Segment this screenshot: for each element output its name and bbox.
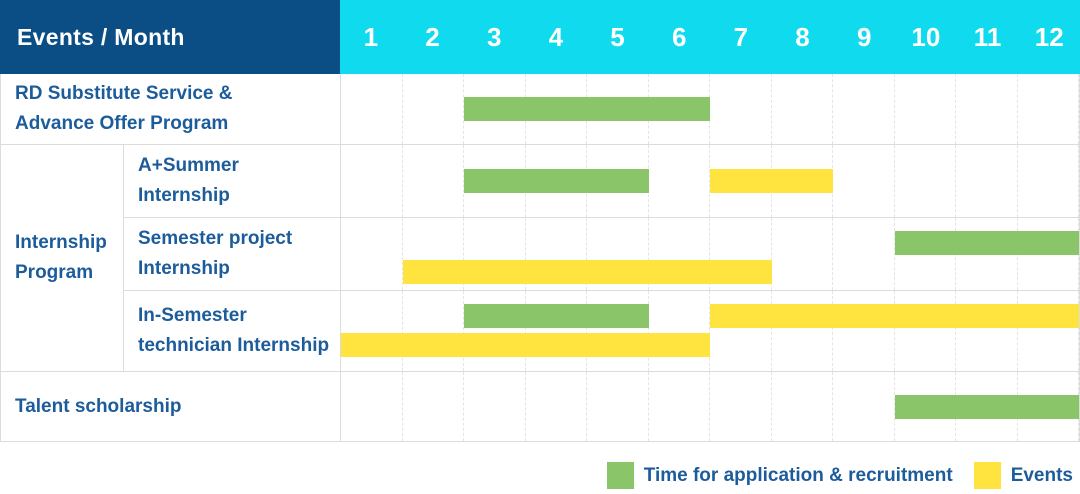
month-grid-column [403,372,464,441]
chart-lane-semester-project [341,218,1079,290]
month-grid-column [341,218,403,290]
month-grid-column [341,145,403,217]
month-header-7: 7 [733,21,749,52]
month-grid-column [956,291,1018,371]
month-grid-column [526,372,587,441]
month-grid-column [772,372,833,441]
table-row-in-semester-technician: In-Semester technician Internship [124,290,1079,371]
month-grid-column [464,291,526,371]
month-grid-column [895,74,956,144]
month-grid-column [587,218,649,290]
event-bar [710,304,1079,328]
month-grid-column [341,291,403,371]
table-row-semester-project: Semester project Internship [124,217,1079,290]
month-header-3: 3 [486,21,502,52]
application-bar [894,394,1079,419]
month-grid-column [587,291,649,371]
month-header-1: 1 [363,21,379,52]
month-grid-column [772,74,833,144]
month-grid-column [341,74,403,144]
month-grid-column [956,145,1018,217]
month-grid-column [649,145,710,217]
month-grid-column [403,218,464,290]
month-grid-column [833,145,895,217]
table-row-a-summer: A+Summer Internship [124,145,1079,217]
month-grid-column [464,218,526,290]
table-row-talent-scholarship: Talent scholarship [1,371,1079,441]
month-grid-column [710,74,772,144]
month-grid-column [895,145,956,217]
application-bar [464,304,649,328]
application-bar [464,97,710,121]
row-label-semester-project: Semester project Internship [124,218,341,290]
month-grid-column [710,291,772,371]
events-month-header-cell: Events / Month [0,0,340,74]
chart-lane-a-summer [341,145,1079,217]
month-grid-column [772,218,833,290]
application-bar [464,169,649,193]
month-grid-column [1018,291,1079,371]
month-grid-column [1018,145,1079,217]
month-grid-column [649,372,710,441]
month-grid-column [833,218,895,290]
month-grid-column [710,218,772,290]
month-header-6: 6 [671,21,687,52]
month-grid-column [403,74,464,144]
month-header-4: 4 [548,21,564,52]
row-label-a-summer: A+Summer Internship [124,145,341,217]
internship-program-subrows: A+Summer Internship Semester project Int… [124,145,1079,371]
legend-label-application: Time for application & recruitment [643,464,953,486]
month-header-strip: 1 2 3 4 5 6 7 8 9 10 11 12 [340,0,1080,74]
month-header-10: 10 [911,21,941,52]
month-grid-column [833,372,895,441]
application-bar [894,231,1079,255]
application-green-swatch-icon [606,462,634,489]
month-grid-column [587,372,649,441]
chart-lane-rd-substitute [341,74,1079,144]
internship-program-group: Internship Program A+Summer Internship S… [1,144,1079,371]
legend: Time for application & recruitment Event… [0,442,1080,494]
month-grid-column [895,291,956,371]
table-body: RD Substitute Service & Advance Offer Pr… [0,74,1080,442]
month-header-11: 11 [973,21,1002,52]
month-grid-column [1018,74,1079,144]
table-row-rd-substitute: RD Substitute Service & Advance Offer Pr… [1,74,1079,144]
event-bar [402,260,772,284]
month-header-8: 8 [795,21,810,52]
month-grid-column [526,218,587,290]
chart-lane-in-semester-technician [341,291,1079,371]
month-grid-column [341,372,403,441]
event-yellow-swatch-icon [973,462,1001,489]
row-label-rd-substitute: RD Substitute Service & Advance Offer Pr… [1,74,341,144]
month-header-5: 5 [610,21,625,52]
month-grid-column [710,372,772,441]
chart-lane-talent-scholarship [341,372,1079,441]
group-label-internship-program: Internship Program [1,145,124,371]
month-grid-column [833,74,895,144]
month-header-9: 9 [856,21,872,52]
event-bar [341,333,710,357]
month-grid-column [464,372,526,441]
month-header-2: 2 [425,21,440,52]
month-grid-column [649,291,710,371]
month-header-12: 12 [1034,21,1064,52]
legend-label-events: Events [1010,464,1073,486]
header-row: Events / Month 1 2 3 4 5 6 7 8 9 10 11 12 [0,0,1080,74]
month-grid-column [833,291,895,371]
row-label-in-semester-technician: In-Semester technician Internship [124,291,341,371]
legend-item-application: Time for application & recruitment [606,462,953,489]
event-bar [710,169,833,193]
legend-item-events: Events [973,462,1073,489]
month-grid-column [649,218,710,290]
month-grid-column [526,291,587,371]
row-label-talent-scholarship: Talent scholarship [1,372,341,441]
month-grid-column [772,291,833,371]
month-grid-column [403,291,464,371]
month-grid-column [956,74,1018,144]
month-grid-column [403,145,464,217]
